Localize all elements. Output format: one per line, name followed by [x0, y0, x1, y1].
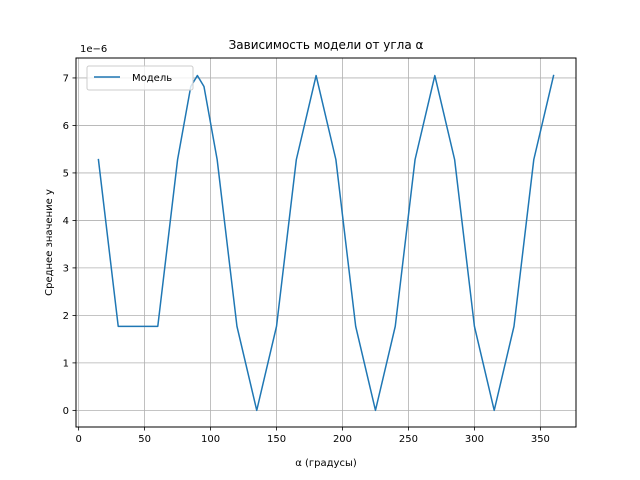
x-tick-label: 250 [399, 434, 418, 445]
y-tick-label: 0 [63, 406, 69, 417]
x-tick-label: 200 [333, 434, 352, 445]
legend-box [86, 65, 194, 91]
y-tick-label: 5 [63, 168, 69, 179]
legend-label: Модель [132, 73, 172, 84]
y-tick-label: 4 [63, 216, 69, 227]
y-scale-offset-text: 1e−6 [80, 44, 107, 55]
series-line [97, 74, 555, 412]
plot-frame [75, 57, 577, 428]
series-lines [97, 74, 555, 412]
x-tick-label: 350 [531, 434, 550, 445]
x-tick-label: 150 [267, 434, 286, 445]
x-axis-label: α (градусы) [295, 458, 357, 469]
legend: Модель [86, 65, 194, 91]
x-tick-label: 300 [465, 434, 484, 445]
y-tick-label: 2 [63, 311, 69, 322]
x-tick-label: 100 [201, 434, 220, 445]
x-tick-label: 0 [75, 434, 81, 445]
axis-ticks: 0 50 100 150 200 250 300 350 0 1 2 3 4 5 6 7 [63, 73, 550, 445]
y-tick-label: 6 [63, 121, 69, 132]
y-axis-label: Среднее значение y [44, 189, 55, 296]
y-tick-label: 1 [63, 358, 69, 369]
x-tick-label: 50 [138, 434, 151, 445]
y-tick-label: 7 [63, 73, 69, 84]
y-tick-label: 3 [63, 263, 69, 274]
chart-title: Зависимость модели от угла α [229, 38, 424, 52]
